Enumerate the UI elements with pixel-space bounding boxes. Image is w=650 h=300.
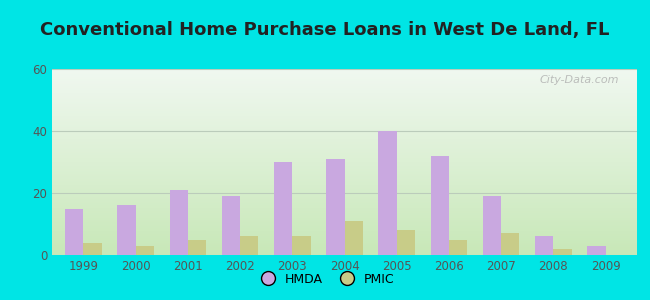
- Bar: [588, 246, 606, 255]
- Bar: [483, 196, 501, 255]
- Bar: [396, 230, 415, 255]
- Bar: [378, 131, 396, 255]
- Text: City-Data.com: City-Data.com: [540, 75, 619, 85]
- Bar: [170, 190, 188, 255]
- Bar: [535, 236, 553, 255]
- Bar: [292, 236, 311, 255]
- Bar: [188, 239, 206, 255]
- Bar: [326, 159, 344, 255]
- Bar: [65, 208, 83, 255]
- Bar: [117, 206, 136, 255]
- Bar: [240, 236, 258, 255]
- Bar: [431, 156, 449, 255]
- Bar: [136, 246, 154, 255]
- Bar: [344, 221, 363, 255]
- Bar: [501, 233, 519, 255]
- Bar: [553, 249, 572, 255]
- Bar: [274, 162, 292, 255]
- Bar: [83, 243, 101, 255]
- Legend: HMDA, PMIC: HMDA, PMIC: [251, 268, 399, 291]
- Bar: [222, 196, 240, 255]
- Bar: [449, 239, 467, 255]
- Text: Conventional Home Purchase Loans in West De Land, FL: Conventional Home Purchase Loans in West…: [40, 21, 610, 39]
